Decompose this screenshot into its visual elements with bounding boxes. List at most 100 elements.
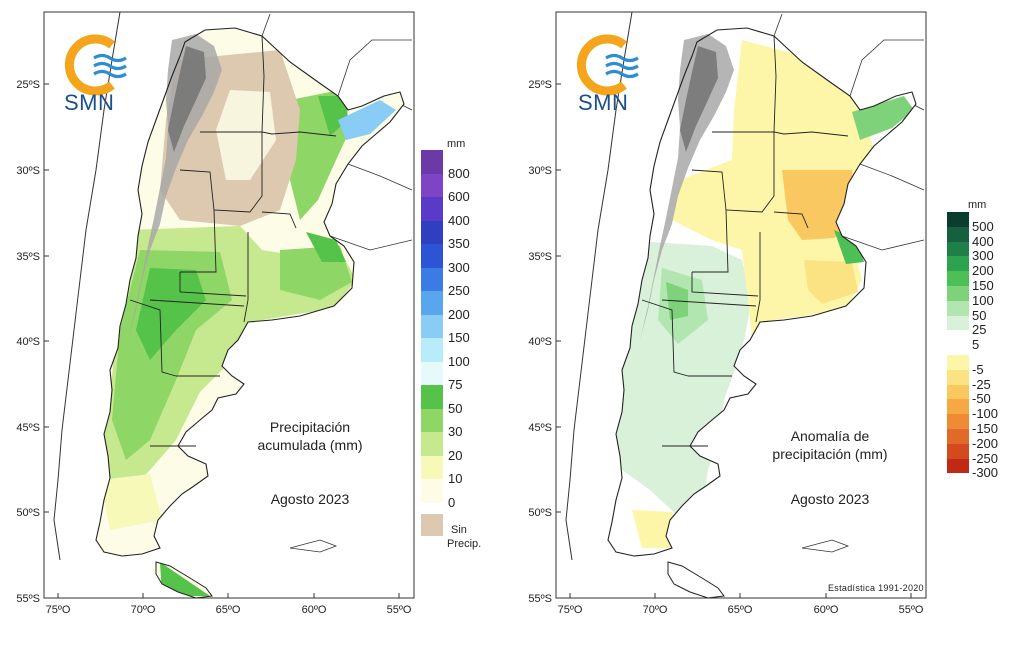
legend-negative-swatch <box>947 369 969 385</box>
legend-label: 75 <box>448 377 463 392</box>
legend-swatch <box>421 244 443 268</box>
legend-label: 600 <box>448 189 470 204</box>
legend-swatch-no-precip <box>421 514 443 536</box>
smn-logo-icon <box>64 34 127 96</box>
legend-negative-label: -100 <box>972 406 999 422</box>
legend-swatch <box>421 197 443 221</box>
lat-label: 45ºS <box>16 422 40 434</box>
legend-positive-label: 500 <box>972 218 994 234</box>
legend-negative-label: -300 <box>972 465 999 481</box>
lat-label: 55ºS <box>16 593 40 605</box>
legend-swatch <box>421 432 443 456</box>
lat-label: 55ºS <box>528 593 552 605</box>
legend-swatch <box>421 479 443 503</box>
legend-no-precip-label-1: Sin <box>451 524 467 536</box>
anomaly-map-panel: 25ºS 30ºS 35ºS 40ºS 45ºS 50ºS 55ºS 75ºO 70ºO 65ºO… <box>512 0 1024 646</box>
legend-positive-label: 25 <box>972 322 987 338</box>
legend-negative-label: -200 <box>972 435 999 451</box>
andes-relief <box>112 34 222 400</box>
precipitation-map-panel: 25ºS 30ºS 35ºS 40ºS 45ºS 50ºS 55ºS 75ºO 70ºO 65ºO… <box>16 11 482 616</box>
legend-swatch <box>421 314 443 338</box>
smn-logo-text: SMN <box>64 90 115 115</box>
chile-coastline <box>53 11 121 561</box>
lon-label: 65ºO <box>216 604 241 616</box>
lat-label: 50ºS <box>528 507 552 519</box>
legend-label: 10 <box>448 471 463 486</box>
map-period: Agosto 2023 <box>790 491 870 507</box>
legend-negative-label: -25 <box>972 376 991 392</box>
legend-negative-label: -50 <box>972 391 991 407</box>
legend-positive-swatch <box>947 330 969 346</box>
legend-negative-swatch <box>947 458 969 474</box>
legend-positive-swatch <box>947 271 969 286</box>
legend-swatch <box>421 408 443 432</box>
legend-unit: mm <box>447 138 466 150</box>
province-boundaries <box>129 35 337 447</box>
legend-label: 100 <box>448 353 470 369</box>
legend-positive-label: 400 <box>972 233 994 249</box>
legend-swatch <box>421 291 443 315</box>
map-period: Agosto 2023 <box>270 491 350 507</box>
lon-label: 65ºO <box>728 604 753 616</box>
legend-negative-swatch <box>947 399 969 415</box>
map-title-line-1: Anomalía de <box>790 428 870 444</box>
legend-swatch <box>421 455 443 479</box>
map-title-line-2: precipitación (mm) <box>772 446 888 462</box>
legend-label: 150 <box>448 330 470 345</box>
legend-positive-label: 300 <box>972 248 994 264</box>
legend-positive-label: 200 <box>972 263 994 279</box>
tierra-del-fuego-outline <box>155 561 213 599</box>
lat-label: 30ºS <box>528 165 552 177</box>
smn-logo-text: SMN <box>578 90 629 115</box>
lat-label: 50ºS <box>16 507 40 519</box>
lon-label: 70ºO <box>131 604 156 616</box>
lat-label: 35ºS <box>528 251 552 263</box>
lat-label: 30ºS <box>16 165 40 177</box>
lat-label: 40ºS <box>16 336 40 348</box>
lon-label: 75ºO <box>558 604 583 616</box>
legend-negative-label: -5 <box>972 361 984 377</box>
legend-label: 200 <box>448 306 470 322</box>
tierra-del-fuego-outline <box>667 561 725 599</box>
legend-label: 20 <box>448 447 463 463</box>
lon-label: 55ºO <box>387 604 412 616</box>
legend-swatch <box>421 361 443 385</box>
lon-label: 60ºO <box>814 604 839 616</box>
andes-relief <box>624 34 734 400</box>
legend-label: 250 <box>448 283 470 298</box>
legend-positive-swatch <box>947 226 969 242</box>
legend-negative-swatch <box>947 384 969 400</box>
legend-positive-swatch <box>947 256 969 272</box>
legend-negative-label: -150 <box>972 421 999 436</box>
lon-label: 70ºO <box>643 604 668 616</box>
legend-label: 300 <box>448 259 470 275</box>
legend-swatch <box>421 150 443 174</box>
map-title-line-1: Precipitación <box>269 419 351 435</box>
legend-positive-label: 5 <box>972 337 980 353</box>
legend-positive-label: 150 <box>972 278 994 293</box>
legend-negative-swatch <box>947 429 969 444</box>
legend-swatch <box>421 267 443 291</box>
smn-logo-icon <box>576 34 639 96</box>
legend-label: 350 <box>448 236 470 251</box>
argentina-outline <box>607 27 917 557</box>
lon-label: 75ºO <box>46 604 71 616</box>
legend-no-precip-label-2: Precip. <box>447 538 482 550</box>
legend-label: 50 <box>448 400 463 416</box>
legend-swatch <box>421 173 443 197</box>
legend-positive-swatch <box>947 212 969 227</box>
anomaly-map: 25ºS 30ºS 35ºS 40ºS 45ºS 50ºS 55ºS 75ºO 70ºO 65ºO… <box>528 11 927 616</box>
legend-swatch <box>421 385 443 409</box>
legend-label: 30 <box>448 424 463 439</box>
chile-coastline <box>565 11 633 561</box>
argentina-outline <box>95 27 405 557</box>
lat-label: 25ºS <box>528 79 552 91</box>
legend-label: 400 <box>448 212 470 228</box>
legend-positive-swatch <box>947 315 969 331</box>
legend-label: 800 <box>448 165 470 181</box>
legend-positive-swatch <box>947 286 969 301</box>
lat-label: 35ºS <box>16 251 40 263</box>
legend-positive-swatch <box>947 300 969 316</box>
lat-label: 40ºS <box>528 336 552 348</box>
malvinas-islands <box>801 539 850 553</box>
